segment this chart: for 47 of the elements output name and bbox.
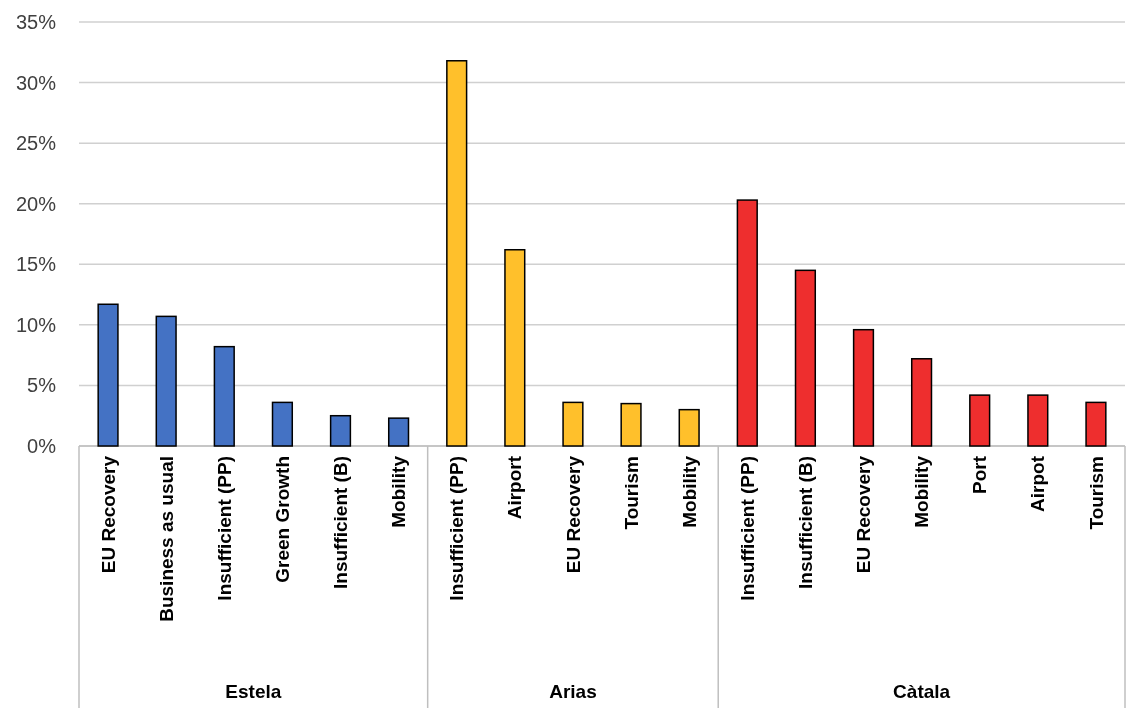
bar (969, 394, 991, 447)
bar (155, 315, 177, 447)
x-tick-label: Mobility (678, 455, 700, 528)
bar (678, 408, 700, 447)
bar (736, 199, 758, 447)
bar (794, 269, 817, 447)
bar (852, 328, 875, 447)
x-tick-label: Insufficient (PP) (736, 456, 758, 601)
x-tick-label: Airport (504, 455, 526, 520)
y-tick-label: 20% (15, 192, 57, 215)
x-tick-label: EU Recovery (562, 455, 584, 574)
bar (620, 402, 642, 447)
bar (387, 417, 410, 447)
y-tick-label: 30% (15, 71, 57, 94)
x-tick-label: Insufficient (PP) (446, 456, 468, 601)
x-tick-label: Airpot (1027, 455, 1049, 512)
x-tick-label: Tourism (1085, 456, 1107, 530)
x-tick-label: Port (969, 455, 991, 494)
x-tick-label: Business as usual (155, 456, 177, 622)
bar (446, 60, 468, 447)
y-tick-label: 10% (15, 313, 57, 336)
bar (97, 303, 119, 447)
x-tick-label: Insufficient (B) (330, 456, 352, 589)
x-tick-label: EU Recovery (853, 455, 875, 574)
x-tick-label: Green Growth (272, 456, 294, 583)
x-tick-label: Insufficient (PP) (213, 456, 235, 601)
bar (910, 358, 933, 447)
bar (329, 414, 352, 447)
bar (271, 401, 294, 447)
bar (562, 401, 584, 447)
x-tick-label: EU Recovery (97, 455, 119, 574)
x-tick-label: Tourism (620, 456, 642, 530)
x-tick-label: Insufficient (B) (795, 456, 817, 589)
y-tick-label: 15% (15, 253, 57, 276)
text: Arias (549, 681, 597, 702)
y-tick-label: 5% (27, 374, 57, 397)
bar (504, 249, 526, 447)
x-tick-label: Mobility (388, 455, 410, 528)
x-tick-label: Mobility (911, 455, 933, 528)
bar (1085, 401, 1107, 447)
y-tick-label: 25% (15, 132, 57, 155)
y-tick-label: 35% (15, 11, 57, 33)
text: Estela (225, 681, 282, 702)
text: Càtala (893, 681, 951, 702)
bar (1027, 394, 1049, 447)
y-tick-label: 0% (27, 435, 57, 457)
bar (213, 345, 235, 447)
